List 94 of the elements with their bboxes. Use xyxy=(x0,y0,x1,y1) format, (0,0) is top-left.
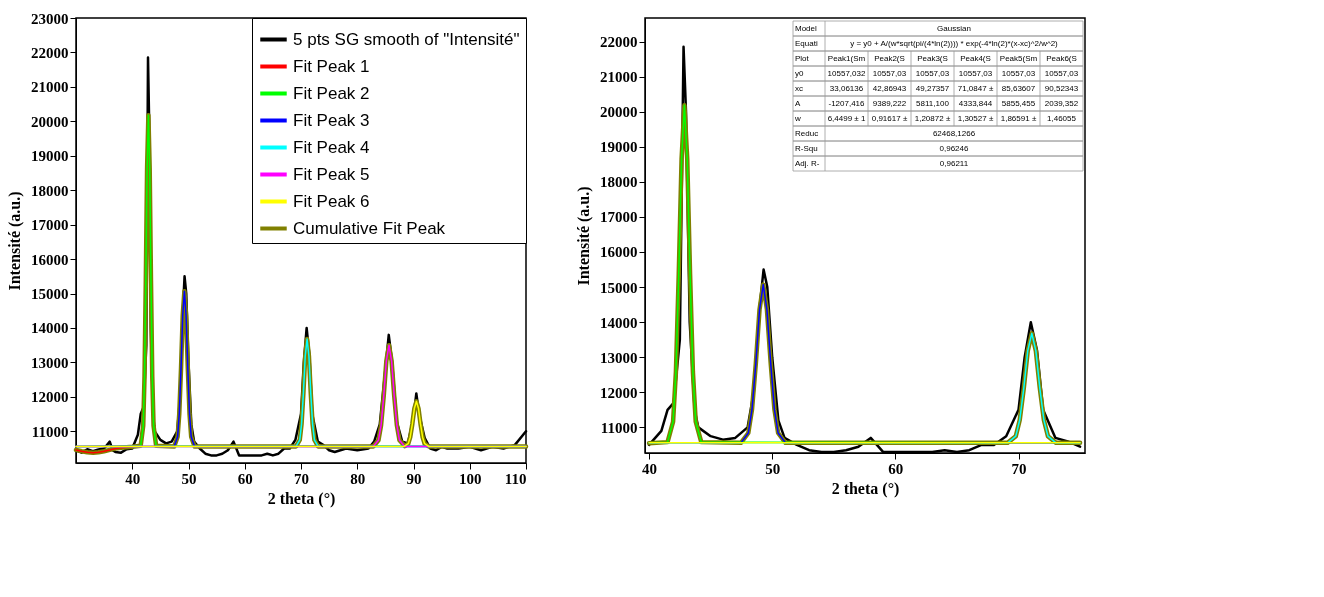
x-tick-label: 60 xyxy=(237,470,253,487)
annotation: R-Squ xyxy=(795,143,818,153)
annotation: Reduc xyxy=(795,128,819,138)
y-axis-title: Intensité (a.u.) xyxy=(6,191,24,291)
y-tick-label: 18000 xyxy=(31,182,69,199)
y-tick-label: 15000 xyxy=(600,279,638,296)
y-tick-label: 13000 xyxy=(600,349,638,366)
annotation: 5811,100 xyxy=(916,98,950,108)
annotation: Equati xyxy=(795,38,818,48)
legend-label: 5 pts SG smooth of "Intensité" xyxy=(293,29,520,49)
legend-label: Fit Peak 4 xyxy=(293,137,370,157)
annotation: 85,63607 xyxy=(1001,83,1036,93)
annotation: 42,86943 xyxy=(872,83,907,93)
annotation: Peak6(S xyxy=(1046,53,1077,63)
x-axis-title: 2 theta (°) xyxy=(831,479,900,498)
annotation: 5855,455 xyxy=(1001,98,1036,108)
annotation: 10557,03 xyxy=(872,68,907,78)
annotation: y = y0 + A/(w*sqrt(pi/(4*ln(2)))) * exp(-4*ln(2)*(x-xc)^2/w^2) xyxy=(850,38,1059,48)
x-tick-label: 50 xyxy=(765,460,781,477)
x-tick-label: 60 xyxy=(888,460,904,477)
x-tick-label: 80 xyxy=(350,470,366,487)
y-tick-label: 19000 xyxy=(600,139,638,156)
legend-label: Fit Peak 1 xyxy=(293,56,370,76)
x-tick-label: 100 xyxy=(459,470,482,487)
y-tick-label: 17000 xyxy=(600,209,638,226)
annotation: 1,46055 xyxy=(1047,113,1077,123)
y-tick-label: 21000 xyxy=(600,69,638,86)
y-tick-label: 19000 xyxy=(31,148,69,165)
annotation: 1,20872 ± xyxy=(914,113,951,123)
annotation: 0,96211 xyxy=(939,158,969,168)
annotation: 49,27357 xyxy=(915,83,950,93)
annotation: -1207,416 xyxy=(828,98,866,108)
y-tick-label: 11000 xyxy=(600,419,638,436)
legend-label: Fit Peak 6 xyxy=(293,191,370,211)
annotation: Peak1(Sm xyxy=(827,53,866,63)
y-tick-label: 13000 xyxy=(31,354,69,371)
y-tick-label: 18000 xyxy=(600,174,638,191)
y-tick-label: 20000 xyxy=(31,113,69,130)
annotation: Peak3(S xyxy=(917,53,948,63)
annotation: Adj. R- xyxy=(795,158,820,168)
y-tick-label: 14000 xyxy=(600,314,638,331)
y-tick-label: 22000 xyxy=(600,34,638,50)
annotation: Peak5(Sm xyxy=(999,53,1038,63)
y-tick-label: 15000 xyxy=(31,286,69,303)
annotation: 10557,03 xyxy=(915,68,950,78)
y-tick-label: 12000 xyxy=(600,384,638,401)
annotation: 4333,844 xyxy=(958,98,993,108)
annotation: Gaussian xyxy=(937,23,971,33)
x-axis-title: 2 theta (°) xyxy=(267,489,336,508)
annotation: 9389,222 xyxy=(872,98,907,108)
annotation: 6,4499 ± 1 xyxy=(827,113,866,123)
legend-label: Fit Peak 3 xyxy=(293,110,370,130)
y-tick-label: 22000 xyxy=(31,44,69,61)
y-tick-label: 23000 xyxy=(31,10,69,27)
legend-label: Fit Peak 2 xyxy=(293,83,370,103)
y-tick-label: 20000 xyxy=(600,104,638,121)
annotation: y0 xyxy=(795,68,804,78)
annotation: Model xyxy=(795,23,818,33)
y-tick-label: 11000 xyxy=(31,423,69,440)
legend-label: Fit Peak 5 xyxy=(293,164,370,184)
annotation: 90,52343 xyxy=(1044,83,1079,93)
y-tick-label: 17000 xyxy=(31,217,69,234)
annotation: xc xyxy=(795,83,803,93)
x-tick-label: 40 xyxy=(125,470,141,487)
annotation: 1,30527 ± xyxy=(957,113,994,123)
x-tick-label: 70 xyxy=(1011,460,1027,477)
annotation: 10557,032 xyxy=(827,68,866,78)
annotation: 71,0847 ± xyxy=(957,83,994,93)
x-tick-label: 50 xyxy=(181,470,197,487)
annotation: 0,96246 xyxy=(939,143,970,153)
y-tick-label: 16000 xyxy=(600,244,638,261)
y-tick-label: 16000 xyxy=(31,251,69,268)
annotation: 10557,03 xyxy=(1001,68,1036,78)
annotation: 10557,03 xyxy=(958,68,993,78)
annotation: 1,86591 ± xyxy=(1000,113,1037,123)
x-tick-label: 70 xyxy=(294,470,309,487)
annotation: Peak2(S xyxy=(874,53,905,63)
annotation: w xyxy=(794,113,801,123)
y-axis-title: Intensité (a.u.) xyxy=(575,186,593,286)
annotation: 10557,03 xyxy=(1044,68,1079,78)
y-tick-label: 12000 xyxy=(31,389,69,406)
y-tick-label: 14000 xyxy=(31,320,69,337)
x-tick-label: 40 xyxy=(642,460,658,477)
annotation: 62468,1266 xyxy=(932,128,976,138)
annotation: Plot xyxy=(795,53,810,63)
annotation: Peak4(S xyxy=(960,53,991,63)
annotation: 33,06136 xyxy=(829,83,864,93)
x-tick-label: 110 xyxy=(504,470,527,487)
x-tick-label: 90 xyxy=(406,470,422,487)
annotation: 0,91617 ± xyxy=(871,113,908,123)
y-tick-label: 21000 xyxy=(31,79,69,96)
legend-label: Cumulative Fit Peak xyxy=(293,218,446,238)
annotation: A xyxy=(795,98,801,108)
annotation: 2039,352 xyxy=(1044,98,1079,108)
